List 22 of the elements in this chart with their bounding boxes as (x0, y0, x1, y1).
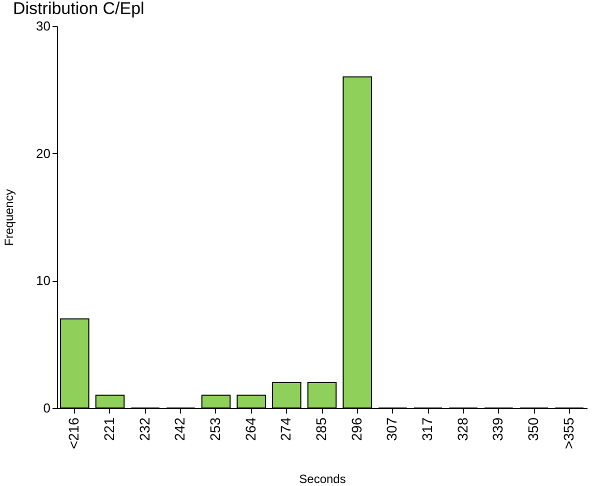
x-tick-label: 274 (278, 417, 294, 441)
x-tick-label: 296 (348, 417, 364, 441)
x-tick-label: 285 (313, 417, 329, 441)
x-axis-title: Seconds (299, 472, 346, 486)
x-tick-label: 264 (242, 417, 258, 441)
x-tick-label: 350 (525, 417, 541, 441)
y-tick-label: 20 (36, 146, 50, 161)
y-tick-label: 0 (43, 400, 50, 416)
x-tick-label: 307 (384, 417, 400, 441)
y-axis-title: Frequency (2, 189, 16, 246)
x-tick-label: 242 (172, 417, 188, 441)
y-tick-label: 10 (36, 273, 50, 288)
y-tick-label: 30 (36, 18, 50, 34)
x-tick-label: 339 (490, 417, 506, 441)
x-tick-label: <216 (66, 417, 82, 450)
x-tick-label: >355 (560, 417, 576, 450)
x-tick-label: 232 (136, 417, 152, 441)
x-tick-label: 253 (207, 417, 223, 441)
x-tick-label: 221 (101, 417, 117, 441)
x-tick-label: 328 (454, 417, 470, 441)
x-tick-label: 317 (419, 417, 435, 441)
chart-title: Distribution C/Epl (13, 0, 144, 18)
